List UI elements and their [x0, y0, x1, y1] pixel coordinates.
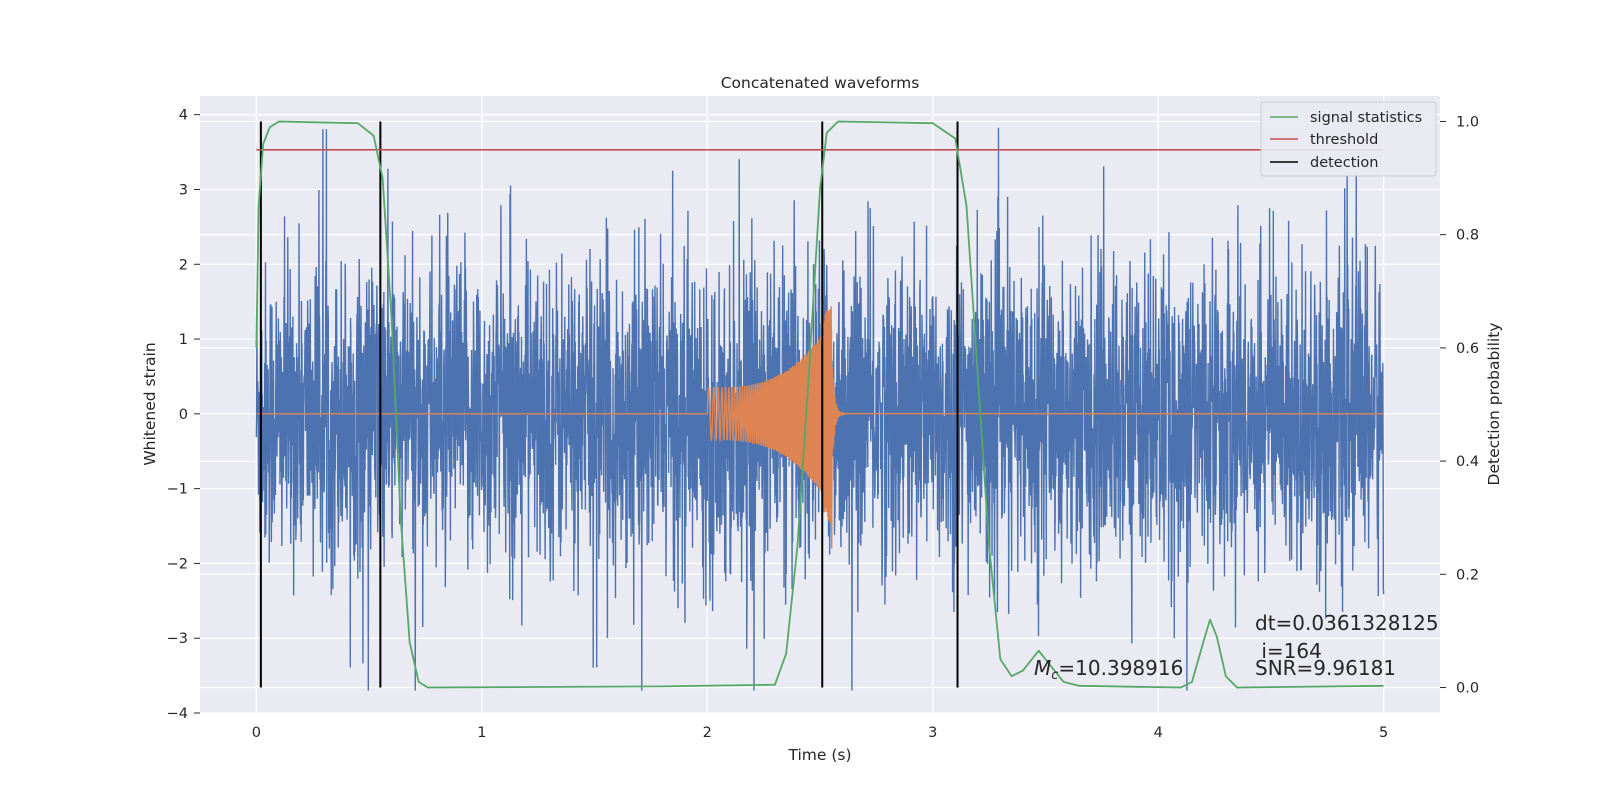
- annotations: dt=0.0361328125 i=164 SNR=9.96181 Mc=10.…: [1034, 611, 1439, 683]
- annotation-chirp-mass-value: =10.398916: [1058, 656, 1183, 680]
- y2-tick-label: 0.2: [1456, 567, 1479, 583]
- legend-label-detection: detection: [1310, 155, 1378, 171]
- signal-statistics-path: [255, 120, 1384, 689]
- y-tick-label: −4: [167, 706, 188, 722]
- legend-label-signal-statistics: signal statistics: [1310, 110, 1422, 126]
- x-tick-label: 4: [1154, 725, 1163, 741]
- waveform-template-path: [256, 306, 1384, 549]
- axis-ticks: 0 1 2 3 4 5 −4 −3 −2 −1 0 1 2 3 4 0.0 0.2 0.4 0.6 0.8 1.0: [167, 108, 1479, 741]
- whitened-strain-path: [255, 127, 1385, 691]
- x-tick-label: 1: [477, 725, 486, 741]
- y2-tick-label: 0.8: [1456, 228, 1479, 244]
- y-tick-label: −3: [167, 631, 188, 647]
- annotation-index: i=164: [1255, 639, 1322, 663]
- legend-label-threshold: threshold: [1310, 132, 1378, 148]
- y-axis-label: Whitened strain: [141, 342, 159, 465]
- x-tick-label: 3: [928, 725, 937, 741]
- whitened-strain-line: [255, 127, 1385, 691]
- annotation-chirp-mass-subscript: c: [1051, 668, 1058, 683]
- y-tick-label: 3: [179, 182, 188, 198]
- annotation-dt: dt=0.0361328125: [1255, 611, 1439, 635]
- y-tick-label: −2: [167, 556, 188, 572]
- detection-lines: [259, 121, 959, 688]
- signal-statistics-line: [255, 120, 1384, 689]
- x-tick-label: 2: [703, 725, 712, 741]
- y-tick-label: 1: [179, 332, 188, 348]
- y-tick-label: 0: [179, 407, 188, 423]
- y2-tick-label: 1.0: [1456, 114, 1479, 130]
- annotation-snr: SNR=9.96181: [1255, 656, 1396, 680]
- legend-box: [1260, 101, 1437, 177]
- y-tick-label: −1: [167, 482, 188, 498]
- annotation-chirp-mass: Mc=10.398916: [1034, 656, 1183, 683]
- x-tick-label: 0: [252, 725, 261, 741]
- y-tick-label: 2: [179, 257, 188, 273]
- y-tick-label: 4: [179, 108, 188, 124]
- legend: signal statistics threshold detection: [1260, 101, 1437, 177]
- y2-tick-label: 0.6: [1456, 341, 1479, 357]
- y2-tick-label: 0.4: [1456, 454, 1479, 470]
- x-tick-label: 5: [1379, 725, 1388, 741]
- y2-axis-label: Detection probability: [1485, 323, 1503, 486]
- y2-tick-label: 0.0: [1456, 681, 1479, 697]
- waveform-template-line: [256, 306, 1384, 549]
- annotation-chirp-mass-symbol: M: [1034, 656, 1051, 680]
- x-axis-label: Time (s): [787, 746, 851, 764]
- chart-title: Concatenated waveforms: [721, 74, 920, 92]
